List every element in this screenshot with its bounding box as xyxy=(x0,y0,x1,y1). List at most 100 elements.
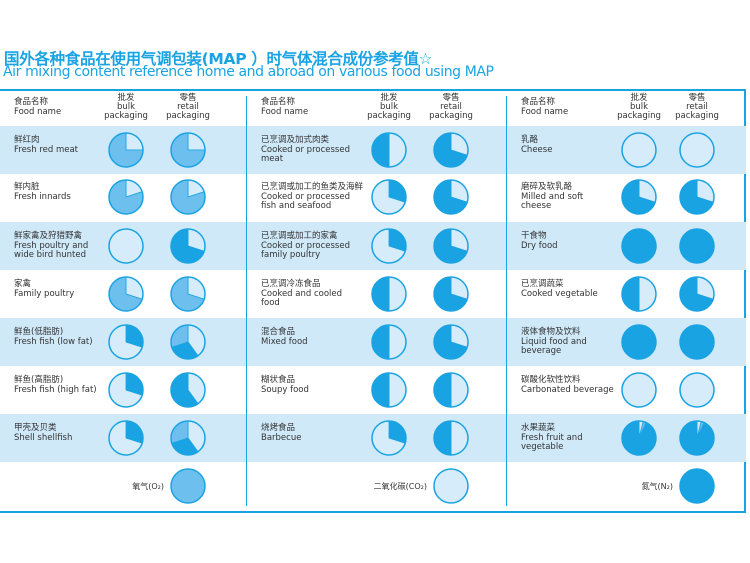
header-food-name: 食品名称 Food name xyxy=(261,97,309,117)
pie-outline xyxy=(621,179,657,215)
panel-divider xyxy=(246,96,247,506)
pie-outline xyxy=(371,324,407,360)
pie-outline xyxy=(170,179,206,215)
pie-outline xyxy=(371,276,407,312)
food-name-cn: 已烹调及加式肉类 xyxy=(261,135,330,145)
food-name-cn: 鲜鱼(低脂肪) xyxy=(14,327,64,337)
pie-retail xyxy=(170,420,206,456)
food-name-cn: 磨碎及软乳酪 xyxy=(521,182,573,192)
food-name: 液体食物及饮料 Liquid food and beverage xyxy=(521,327,616,357)
food-name: 糊状食品 Soupy food xyxy=(261,375,309,395)
pie-slice-co2 xyxy=(388,324,407,360)
food-name-cn: 家禽 xyxy=(14,279,32,289)
food-name: 鲜内脏 Fresh innards xyxy=(14,182,71,202)
pie-outline xyxy=(679,372,715,408)
pie-slice-n2 xyxy=(433,372,452,408)
pie-slice-co2 xyxy=(388,276,407,312)
pie-outline xyxy=(679,324,715,360)
table-row: 家禽 Family poultry xyxy=(0,270,246,318)
table-row: 甲壳及贝类 Shell shellfish xyxy=(0,414,246,462)
pie-retail xyxy=(679,132,715,168)
food-name-en: Fresh poultry and wide bird hunted xyxy=(14,240,89,260)
pie-retail xyxy=(679,276,715,312)
pie-outline xyxy=(433,324,469,360)
table-row: 鲜家禽及狩猎野禽 Fresh poultry and wide bird hunt… xyxy=(0,222,246,270)
food-name: 干食物 Dry food xyxy=(521,231,558,251)
pie-outline xyxy=(621,420,657,456)
pie-outline xyxy=(679,468,715,504)
legend-row: 氧气(O₂) xyxy=(0,462,246,510)
table-row: 鲜内脏 Fresh innards xyxy=(0,173,246,221)
header-row: 食品名称 Food name 批发 bulk packaging 零售 retail pack… xyxy=(247,91,506,126)
pie-outline xyxy=(108,132,144,168)
table-row: 已烹调冷冻食品 Cooked and cooled food xyxy=(247,270,506,318)
food-name-cn: 混合食品 xyxy=(261,327,296,337)
pie-bulk xyxy=(371,276,407,312)
food-name: 乳酪 Cheese xyxy=(521,135,553,155)
pie-outline xyxy=(433,276,469,312)
pie-slice-n2 xyxy=(371,132,390,168)
pie-bulk xyxy=(108,324,144,360)
food-name-en: Liquid food and beverage xyxy=(521,336,587,356)
food-name: 鲜鱼(高脂肪) Fresh fish (high fat) xyxy=(14,375,97,395)
pie-bulk xyxy=(108,372,144,408)
header-food-name: 食品名称 Food name xyxy=(521,97,569,117)
food-name-en: Cheese xyxy=(521,144,553,155)
food-name: 家禽 Family poultry xyxy=(14,279,74,299)
pie-retail xyxy=(170,372,206,408)
legend-row: 氮气(N₂) xyxy=(507,462,746,510)
pie-outline xyxy=(621,132,657,168)
pie-outline xyxy=(433,179,469,215)
pie-outline xyxy=(371,228,407,264)
pie-slice-co2 xyxy=(638,276,657,312)
food-name-cn: 烧烤食品 xyxy=(261,423,296,433)
food-name-en: Soupy food xyxy=(261,384,309,395)
pie-bulk xyxy=(621,228,657,264)
pie-retail xyxy=(170,228,206,264)
pie-outline xyxy=(371,420,407,456)
pie-bulk xyxy=(621,179,657,215)
legend-row: 二氧化碳(CO₂) xyxy=(247,462,506,510)
food-name-cn: 已烹调或加工的鱼类及海鲜 xyxy=(261,182,364,192)
food-name-en: Cooked or processed fish and seafood xyxy=(261,191,350,211)
food-name: 鲜鱼(低脂肪) Fresh fish (low fat) xyxy=(14,327,93,347)
pie-retail xyxy=(170,132,206,168)
food-name-en: Dry food xyxy=(521,240,558,251)
pie-retail xyxy=(679,372,715,408)
pie-retail xyxy=(433,372,469,408)
food-name-cn: 鲜红肉 xyxy=(14,135,40,145)
pie-outline xyxy=(621,372,657,408)
pie-bulk xyxy=(371,228,407,264)
table-frame xyxy=(0,89,746,513)
table-row: 鲜鱼(低脂肪) Fresh fish (low fat) xyxy=(0,318,246,366)
pie-outline xyxy=(108,276,144,312)
table-row: 已烹调及加式肉类 Cooked or processed meat xyxy=(247,126,506,174)
food-name-cn: 乳酪 xyxy=(521,135,539,145)
pie-bulk xyxy=(108,420,144,456)
food-name: 已烹调或加工的家禽 Cooked or processed family poul… xyxy=(261,231,356,261)
pie-outline xyxy=(170,276,206,312)
pie-bulk xyxy=(108,228,144,264)
legend-label: 氮气(N₂) xyxy=(641,482,673,491)
pie-slice-co2 xyxy=(388,372,407,408)
pie-outline xyxy=(679,420,715,456)
pie-bulk xyxy=(621,372,657,408)
food-name-en: Cooked or processed family poultry xyxy=(261,240,350,260)
pie-retail xyxy=(433,179,469,215)
title-chinese: 国外各种食品在使用气调包装(MAP ）时气体混合成份参考值☆ xyxy=(4,50,433,68)
food-name-cn: 水果蔬菜 xyxy=(521,423,556,433)
pie-retail xyxy=(433,324,469,360)
panel-divider xyxy=(506,96,507,506)
pie-outline xyxy=(170,324,206,360)
legend-label: 氧气(O₂) xyxy=(132,482,164,491)
food-name-en: Cooked and cooled food xyxy=(261,288,343,308)
food-name: 已烹调冷冻食品 Cooked and cooled food xyxy=(261,279,356,309)
food-name-cn: 碳酸化软性饮料 xyxy=(521,375,581,385)
pie-outline xyxy=(679,276,715,312)
pie-outline xyxy=(108,179,144,215)
food-name-en: Shell shellfish xyxy=(14,432,73,443)
header-retail: 零售 retail packaging xyxy=(166,93,210,121)
pie-outline xyxy=(433,228,469,264)
header-row: 食品名称 Food name 批发 bulk packaging 零售 retail pack… xyxy=(0,91,246,126)
title-english: Air mixing content reference home and ab… xyxy=(3,64,494,80)
